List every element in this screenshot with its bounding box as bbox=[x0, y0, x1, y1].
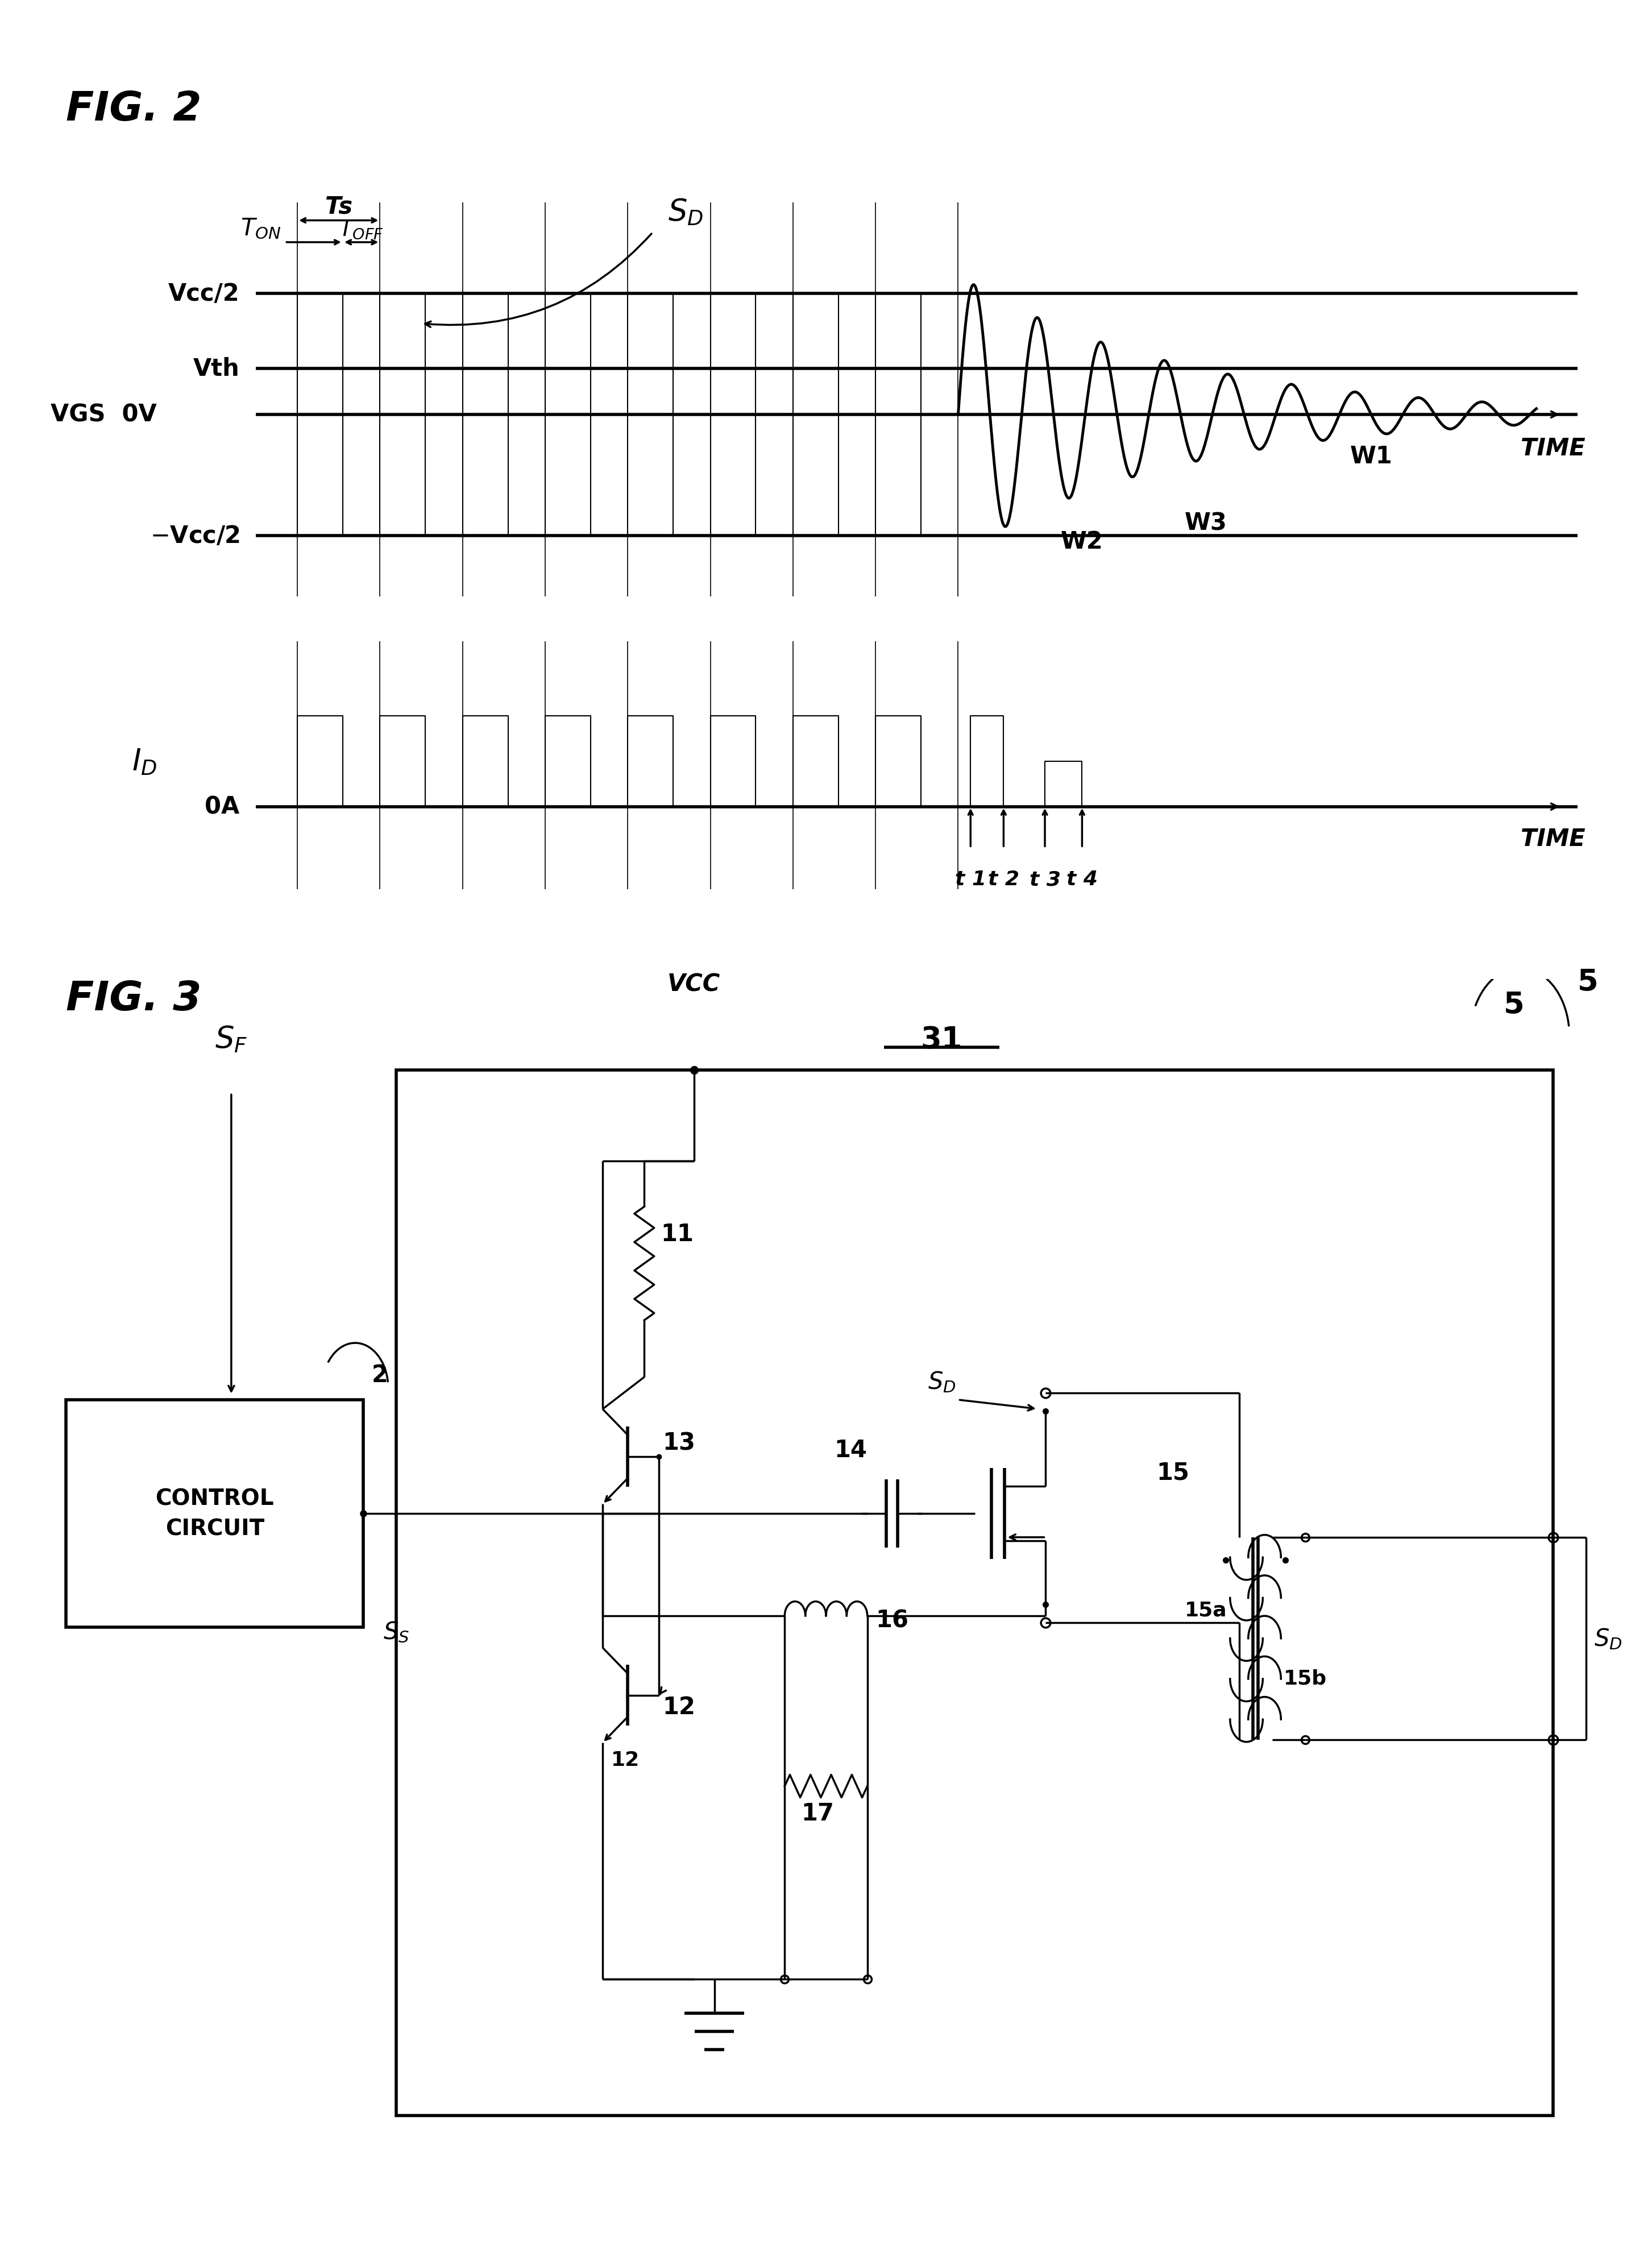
Text: $-$Vcc/2: $-$Vcc/2 bbox=[150, 525, 240, 547]
Text: 5: 5 bbox=[1503, 991, 1525, 1020]
Text: TIME: TIME bbox=[1520, 437, 1586, 462]
Text: $S_D$: $S_D$ bbox=[927, 1369, 957, 1394]
Text: t 2: t 2 bbox=[988, 869, 1019, 890]
Text: 2: 2 bbox=[372, 1362, 388, 1387]
Text: 5: 5 bbox=[1578, 968, 1599, 998]
Text: 13: 13 bbox=[662, 1432, 695, 1455]
Text: 15a: 15a bbox=[1184, 1601, 1227, 1619]
Text: 11: 11 bbox=[661, 1223, 694, 1245]
Text: $S_D$: $S_D$ bbox=[667, 196, 704, 227]
Text: Vth: Vth bbox=[193, 356, 240, 381]
Text: W2: W2 bbox=[1061, 529, 1104, 554]
Text: 15b: 15b bbox=[1284, 1669, 1327, 1689]
Text: 12: 12 bbox=[662, 1696, 695, 1718]
Text: 15: 15 bbox=[1156, 1462, 1189, 1484]
Text: $T_{OFF}$: $T_{OFF}$ bbox=[339, 218, 383, 241]
Text: 0A: 0A bbox=[205, 795, 240, 820]
Text: 14: 14 bbox=[834, 1439, 867, 1462]
Text: $I_D$: $I_D$ bbox=[132, 748, 157, 777]
Text: 16: 16 bbox=[876, 1608, 909, 1633]
Text: W3: W3 bbox=[1184, 511, 1227, 536]
Text: FIG. 3: FIG. 3 bbox=[66, 980, 202, 1018]
Text: Vcc/2: Vcc/2 bbox=[169, 282, 240, 306]
Bar bbox=[396, 1070, 1553, 2115]
Text: t 3: t 3 bbox=[1029, 869, 1061, 890]
Text: $S_S$: $S_S$ bbox=[383, 1619, 410, 1644]
Bar bbox=[66, 1401, 363, 1628]
Text: $S_F$: $S_F$ bbox=[215, 1025, 248, 1054]
Text: t 1: t 1 bbox=[955, 869, 986, 890]
Text: CONTROL
CIRCUIT: CONTROL CIRCUIT bbox=[155, 1489, 274, 1540]
Text: VCC: VCC bbox=[667, 973, 720, 995]
Text: 31: 31 bbox=[920, 1025, 963, 1054]
Text: Ts: Ts bbox=[325, 194, 352, 218]
Text: W1: W1 bbox=[1350, 444, 1393, 468]
Text: $S_D$: $S_D$ bbox=[1594, 1626, 1622, 1651]
Text: 12: 12 bbox=[611, 1750, 639, 1770]
Text: TIME: TIME bbox=[1520, 826, 1586, 851]
Text: 17: 17 bbox=[801, 1802, 834, 1826]
Text: VGS  0V: VGS 0V bbox=[51, 403, 157, 428]
Text: $T_{ON}$: $T_{ON}$ bbox=[240, 216, 281, 241]
Text: FIG. 2: FIG. 2 bbox=[66, 90, 202, 128]
Text: t 4: t 4 bbox=[1067, 869, 1097, 890]
